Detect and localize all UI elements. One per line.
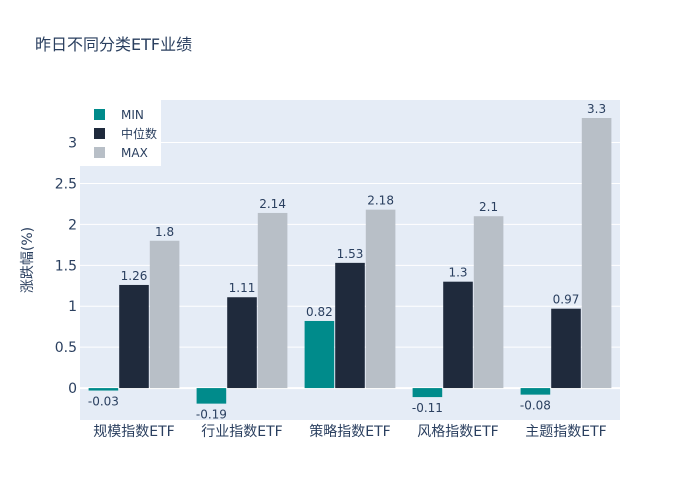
y-tick-label: 0	[68, 381, 77, 397]
y-tick-label: 2	[68, 217, 77, 233]
y-tick-label: 3	[68, 136, 77, 152]
bar-中位数	[443, 281, 473, 389]
data-labels: -0.03 1.26 1.8 -0.19 1.11 2.14 0.82 1.53 2.18 -0.…	[88, 102, 606, 422]
bar-中位数	[227, 297, 257, 389]
data-label: 3.3	[587, 102, 606, 116]
legend-label: 中位数	[121, 126, 157, 141]
data-label: 0.97	[553, 293, 580, 307]
legend-background	[80, 100, 161, 166]
data-label: 1.53	[337, 247, 364, 261]
data-label: 2.1	[479, 200, 498, 214]
legend: MIN 中位数 MAX	[80, 100, 161, 166]
bar-MIN	[196, 388, 227, 404]
x-tick-label: 风格指数ETF	[417, 424, 498, 440]
bar-中位数	[335, 262, 365, 389]
data-label: -0.11	[412, 401, 443, 415]
bar-MIN	[412, 388, 443, 398]
x-tick-label: 策略指数ETF	[309, 423, 390, 440]
chart-title: 昨日不同分类ETF业绩	[35, 35, 192, 54]
y-tick-label: 1.5	[55, 258, 77, 274]
bar-中位数	[119, 284, 149, 389]
bar-MAX	[149, 240, 180, 389]
legend-swatch-中位数	[94, 128, 105, 139]
y-axis-ticks: 0 0.5 1 1.5 2 2.5 3	[55, 136, 77, 398]
y-tick-label: 2.5	[55, 176, 77, 192]
data-label: -0.03	[88, 395, 119, 409]
bar-MAX	[581, 118, 612, 389]
data-label: 1.11	[229, 281, 256, 295]
legend-swatch-MAX	[94, 147, 105, 158]
data-label: -0.19	[196, 408, 227, 422]
data-label: -0.08	[520, 399, 551, 413]
x-tick-label: 主题指数ETF	[525, 424, 606, 440]
bar-中位数	[551, 308, 581, 389]
bar-MAX	[473, 216, 504, 389]
bar-MIN	[304, 320, 335, 389]
bar-MAX	[365, 209, 396, 389]
legend-swatch-MIN	[94, 109, 105, 120]
y-tick-label: 1	[68, 299, 77, 315]
bars	[88, 118, 612, 404]
bar-MIN	[88, 388, 119, 391]
legend-label: MIN	[121, 108, 144, 122]
data-label: 2.18	[367, 194, 394, 208]
bar-MAX	[257, 212, 288, 389]
y-tick-label: 0.5	[55, 340, 77, 356]
bar-MIN	[520, 388, 551, 395]
data-label: 1.8	[155, 225, 174, 239]
y-axis-title: 涨跌幅(%)	[20, 227, 36, 293]
data-label: 1.3	[448, 266, 467, 280]
data-label: 0.82	[306, 305, 333, 319]
x-tick-label: 规模指数ETF	[93, 424, 174, 440]
data-label: 2.14	[259, 197, 286, 211]
data-label: 1.26	[121, 269, 148, 283]
x-tick-label: 行业指数ETF	[201, 424, 282, 440]
legend-label: MAX	[121, 146, 148, 160]
x-axis-ticks: 规模指数ETF 行业指数ETF 策略指数ETF 风格指数ETF 主题指数ETF	[93, 423, 606, 440]
